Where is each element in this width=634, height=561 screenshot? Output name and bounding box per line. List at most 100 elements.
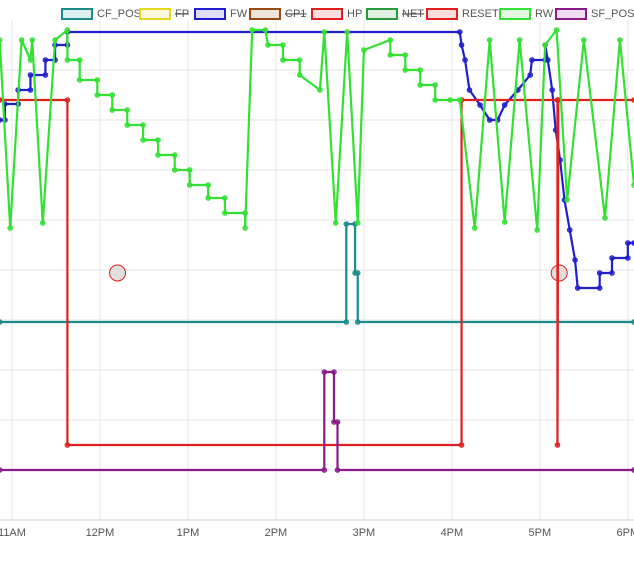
data-point (222, 210, 228, 216)
data-point (501, 219, 508, 225)
data-point (334, 467, 341, 473)
data-point (265, 42, 271, 48)
legend-swatch (426, 8, 458, 20)
data-point (186, 167, 193, 173)
data-point (27, 72, 34, 78)
data-point (0, 37, 3, 43)
data-point (29, 37, 36, 43)
legend-item[interactable]: SF_POS (555, 8, 634, 20)
data-point (572, 257, 578, 263)
data-point (52, 37, 58, 43)
data-point (27, 87, 34, 93)
data-point (553, 27, 560, 33)
data-point (574, 285, 581, 291)
data-point (566, 227, 573, 233)
data-point (321, 29, 328, 35)
data-point (609, 255, 615, 261)
data-point (456, 29, 463, 35)
data-point (542, 42, 548, 48)
data-point (343, 319, 350, 325)
data-point (140, 137, 146, 143)
data-point (171, 167, 178, 173)
data-point (432, 82, 438, 88)
data-point (332, 220, 339, 226)
data-point (534, 227, 541, 233)
data-point (42, 57, 49, 63)
data-point (387, 37, 394, 43)
legend-item[interactable]: CP1 (249, 8, 307, 20)
legend-label: SF_POS (591, 8, 634, 20)
data-point (527, 72, 533, 78)
legend-item[interactable]: FP (139, 8, 190, 20)
data-point (296, 72, 303, 78)
data-point (7, 225, 14, 231)
legend-label: FW (230, 8, 248, 20)
legend-swatch (366, 8, 398, 20)
data-point (550, 264, 568, 282)
legend-item[interactable]: NET (366, 8, 425, 20)
data-point (331, 369, 337, 375)
data-point (625, 255, 631, 261)
data-point (456, 97, 463, 103)
series-line (0, 370, 634, 472)
data-point (417, 67, 424, 73)
data-point (458, 42, 465, 48)
x-tick-label: 4PM (441, 527, 464, 539)
data-point (27, 57, 34, 63)
data-point (155, 137, 161, 143)
data-point (280, 42, 286, 48)
data-point (447, 97, 453, 103)
data-point (477, 102, 483, 108)
data-point (140, 122, 146, 128)
data-point (64, 442, 71, 448)
plot (0, 27, 634, 473)
data-point (354, 270, 361, 276)
data-point (458, 442, 465, 448)
data-point (64, 57, 71, 63)
data-point (76, 57, 83, 63)
data-point (486, 37, 493, 43)
legend-item[interactable]: CF_POS (61, 8, 141, 20)
data-point (354, 220, 361, 226)
data-point (321, 369, 328, 375)
data-point (222, 195, 228, 201)
x-tick-label: 1PM (177, 527, 200, 539)
data-point (94, 77, 101, 83)
data-point (321, 467, 328, 473)
series-line (0, 222, 634, 324)
legend-swatch (61, 8, 93, 20)
x-tick-label: 3PM (353, 527, 376, 539)
data-point (205, 182, 211, 188)
data-point (242, 210, 248, 216)
data-point (109, 92, 116, 98)
data-point (387, 52, 394, 58)
data-point (249, 27, 255, 33)
legend-swatch (311, 8, 343, 20)
legend-item[interactable]: RW (499, 8, 554, 20)
legend-item[interactable]: FW (194, 8, 248, 20)
data-point (171, 152, 178, 158)
x-tick-label: 11AM (0, 527, 26, 539)
data-point (402, 67, 409, 73)
data-point (581, 37, 587, 43)
data-point (529, 57, 535, 63)
data-point (242, 225, 248, 231)
data-point (462, 57, 468, 63)
data-point (596, 270, 603, 276)
legend-item[interactable]: RESET (426, 8, 499, 20)
legend-swatch (194, 8, 226, 20)
data-point (544, 57, 551, 63)
data-point (42, 72, 49, 78)
data-point (18, 37, 25, 43)
data-point (76, 77, 83, 83)
data-point (39, 220, 46, 226)
data-point (617, 37, 623, 43)
legend[interactable]: CF_POS FP FW CP1 HP NET RESET RW SF_POS (61, 8, 634, 20)
grid: 11AM 12PM 1PM 2PM 3PM 4PM 5PM 6PM (0, 20, 634, 539)
data-point (343, 221, 350, 227)
legend-item[interactable]: HP (311, 8, 362, 20)
data-point (64, 27, 71, 33)
data-point (549, 87, 555, 93)
